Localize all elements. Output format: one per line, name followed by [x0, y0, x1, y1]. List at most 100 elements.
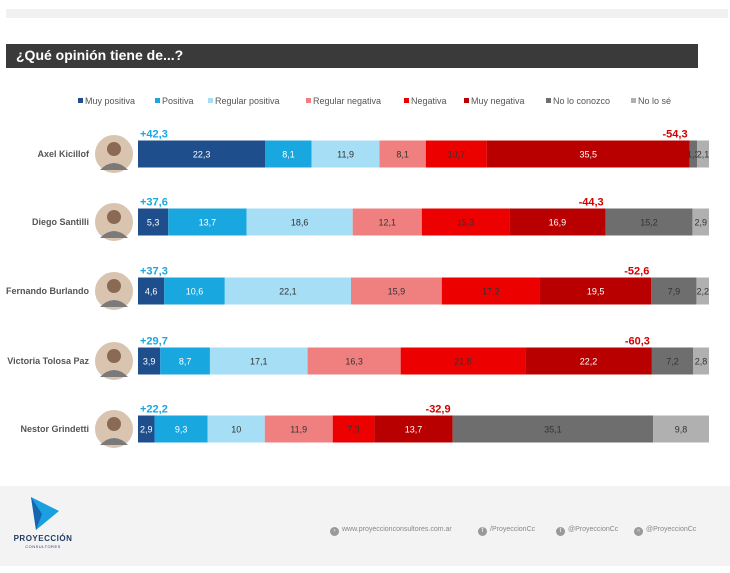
bar-value-label: 2,8: [695, 357, 708, 367]
bar-value-label: 13,7: [199, 218, 217, 228]
bar-value-label: 7,2: [666, 357, 679, 367]
footer-link-facebook[interactable]: f/ProyeccionCc: [478, 526, 535, 536]
footer-link-instagram[interactable]: ○ @ProyeccionCc: [634, 526, 696, 536]
candidate-photo-head: [107, 142, 121, 156]
bar-segment: [246, 208, 353, 236]
bar-segment: [307, 347, 401, 375]
positive-total-label: +29,7: [140, 336, 168, 348]
bar-segment: [692, 208, 709, 236]
bar-segment: [696, 277, 709, 305]
bar-segment: [486, 140, 690, 168]
negative-total-label: -60,3: [625, 336, 650, 348]
candidate-photo-body: [100, 231, 128, 238]
top-strip: [6, 9, 728, 18]
bar-segment: [539, 277, 652, 305]
legend-label: Negativa: [411, 96, 447, 106]
bar-segment: [697, 140, 709, 168]
legend-swatch: [631, 98, 636, 103]
legend-swatch: [546, 98, 551, 103]
negative-total-label: -52,6: [624, 266, 649, 278]
candidate-name: Victoria Tolosa Paz: [7, 356, 89, 366]
positive-total-label: +22,2: [140, 404, 168, 416]
bar-segment: [168, 208, 247, 236]
legend-label: Positiva: [162, 96, 194, 106]
bar-value-label: 15,9: [388, 287, 406, 297]
brand-logo: PROYECCIÓN CONSULTORES: [12, 494, 74, 554]
facebook-icon: f: [478, 527, 487, 536]
bar-segment: [441, 277, 540, 305]
bar-segment: [693, 347, 709, 375]
bar-segment: [154, 415, 208, 443]
legend-item-no-lo-conozco: No lo conozco: [546, 96, 610, 106]
bar-value-label: 8,7: [179, 357, 192, 367]
brand-name: PROYECCIÓN: [13, 534, 73, 543]
bar-value-label: 22,2: [580, 357, 598, 367]
chart-title: ¿Qué opinión tiene de...?: [16, 47, 184, 63]
legend-label: Muy positiva: [85, 96, 136, 106]
candidate-photo-body: [100, 163, 128, 170]
twitter-icon: t: [556, 527, 565, 536]
negative-total-label: -54,3: [663, 129, 688, 141]
bar-value-label: 15,3: [457, 218, 475, 228]
bar-segment: [421, 208, 510, 236]
legend-item-no-lo-se: No lo sé: [631, 96, 671, 106]
bar-value-label: 16,9: [549, 218, 567, 228]
legend-label: No lo sé: [638, 96, 672, 106]
bar-segment: [264, 415, 333, 443]
candidate-photo-head: [107, 210, 121, 224]
bar-segment: [138, 277, 165, 305]
legend-swatch: [155, 98, 160, 103]
bar-value-label: 9,8: [675, 425, 688, 435]
negative-total-label: -32,9: [426, 404, 451, 416]
bar-segment: [138, 140, 266, 168]
bar-value-label: 8,1: [282, 150, 295, 160]
bar-value-label: 18,6: [291, 218, 309, 228]
bar-segment: [653, 415, 709, 443]
bar-value-label: 11,9: [290, 425, 307, 435]
logo-mark-icon: [31, 497, 59, 530]
bar-segment: [525, 347, 652, 375]
bar-value-label: 2,1: [697, 150, 710, 160]
positive-total-label: +37,3: [140, 266, 168, 278]
footer-link-website[interactable]: › www.proyeccionconsultores.com.ar: [330, 526, 452, 536]
stacked-bar-chart: Axel Kicillof 22,3 8,1 11,9 8,1 10,7 35,5 1,32,…: [6, 129, 710, 450]
candidate-name: Diego Santilli: [32, 217, 89, 227]
bar-value-label: 16,3: [345, 357, 363, 367]
bar-segment: [209, 347, 308, 375]
bar-value-label: 15,2: [640, 218, 658, 228]
bar-segment: [425, 140, 487, 168]
bar-value-label: 3,9: [143, 357, 156, 367]
legend: Muy positiva Positiva Regular positiva R…: [0, 96, 730, 110]
bar-value-label: 17,2: [482, 287, 500, 297]
legend-label: Regular negativa: [313, 96, 382, 106]
bar-segment: [138, 208, 169, 236]
bar-value-label: 5,3: [147, 218, 160, 228]
bar-segment: [400, 347, 526, 375]
bar-value-label: 35,1: [544, 425, 562, 435]
bar-value-label: 8,1: [396, 150, 409, 160]
bar-segment: [651, 277, 697, 305]
legend-item-muy-negativa: Muy negativa: [464, 96, 525, 106]
instagram-icon: ○: [634, 527, 643, 536]
candidate-photo-body: [100, 300, 128, 307]
candidate-photo-body: [100, 438, 128, 445]
candidate-name: Fernando Burlando: [6, 286, 90, 296]
legend-swatch: [464, 98, 469, 103]
candidate-photo-head: [107, 417, 121, 431]
legend-item-regular-negativa: Regular negativa: [306, 96, 381, 106]
bar-segment: [651, 347, 694, 375]
footer-link-twitter[interactable]: t @ProyeccionCc: [556, 526, 618, 536]
bar-value-label: 17,1: [250, 357, 268, 367]
candidate-photo-head: [107, 279, 121, 293]
bar-value-label: 4,6: [145, 287, 158, 297]
bar-segment: [138, 415, 155, 443]
bar-segment: [689, 140, 698, 168]
bar-segment: [509, 208, 606, 236]
title-bar: ¿Qué opinión tiene de...?: [6, 44, 698, 68]
bar-value-label: 2,2: [696, 287, 709, 297]
bar-segment: [374, 415, 453, 443]
bar-segment: [605, 208, 693, 236]
bar-value-label: 7,3: [347, 425, 360, 435]
bar-value-label: 22,1: [279, 287, 297, 297]
bar-value-label: 9,3: [175, 425, 188, 435]
